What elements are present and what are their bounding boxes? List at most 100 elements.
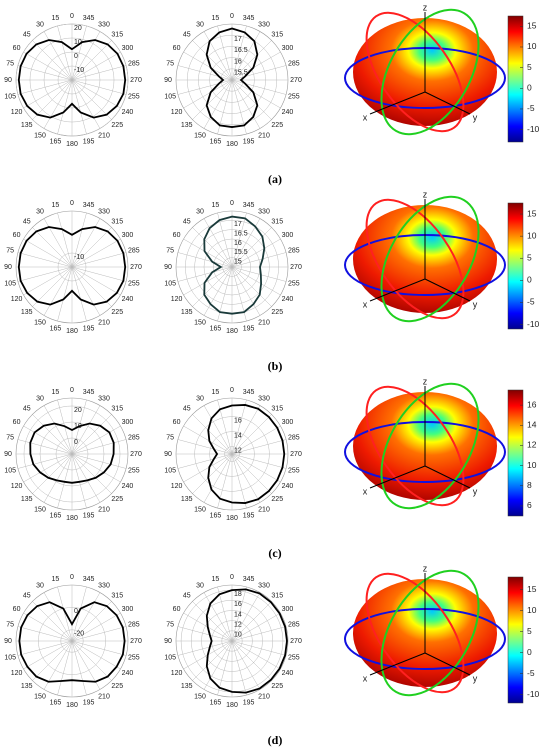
angle-tick-label: 135 bbox=[21, 122, 33, 129]
pattern-line bbox=[17, 226, 127, 306]
angle-tick-label: 330 bbox=[98, 21, 110, 28]
radial-tick-label: -10 bbox=[74, 254, 84, 261]
spoke bbox=[183, 453, 233, 483]
angle-tick-label: 105 bbox=[164, 467, 176, 474]
radial-grid bbox=[191, 600, 273, 682]
angle-tick-label: 225 bbox=[111, 122, 123, 129]
spoke bbox=[203, 640, 233, 690]
angle-tick-label: 165 bbox=[210, 326, 222, 333]
angle-tick-label: 135 bbox=[181, 683, 193, 690]
spoke bbox=[57, 266, 73, 322]
radial-tick-label: 16.5 bbox=[234, 231, 248, 238]
angle-tick-label: 165 bbox=[210, 700, 222, 707]
spoke bbox=[177, 439, 233, 455]
radial-tick-label: 0 bbox=[74, 53, 78, 60]
angle-tick-label: 120 bbox=[11, 296, 23, 303]
radial-grid bbox=[194, 229, 270, 305]
angle-tick-label: 15 bbox=[212, 15, 220, 22]
angle-tick-label: 120 bbox=[11, 670, 23, 677]
angle-tick-label: 30 bbox=[36, 208, 44, 215]
spoke bbox=[23, 612, 73, 642]
angle-tick-label: 60 bbox=[13, 232, 21, 239]
spoke bbox=[177, 79, 233, 95]
spoke bbox=[231, 626, 287, 642]
spoke bbox=[231, 453, 287, 469]
angle-tick-label: 195 bbox=[243, 513, 255, 520]
radial-grid bbox=[220, 68, 244, 92]
angle-tick-label: 345 bbox=[83, 202, 95, 209]
angle-tick-label: 300 bbox=[282, 45, 294, 52]
angle-tick-label: 330 bbox=[258, 21, 270, 28]
radial-grid bbox=[209, 57, 255, 103]
spoke bbox=[71, 640, 127, 656]
spoke bbox=[203, 453, 233, 503]
spoke bbox=[231, 79, 272, 120]
angle-tick-label: 105 bbox=[4, 93, 16, 100]
ring-red bbox=[365, 198, 465, 320]
angle-tick-label: 150 bbox=[34, 506, 46, 513]
spoke bbox=[57, 640, 73, 696]
spoke bbox=[71, 453, 112, 494]
angle-tick-label: 150 bbox=[194, 506, 206, 513]
angle-tick-label: 240 bbox=[122, 109, 134, 116]
angle-tick-label: 330 bbox=[98, 395, 110, 402]
spoke bbox=[17, 640, 73, 656]
pattern-line bbox=[203, 215, 266, 315]
radial-grid bbox=[209, 431, 255, 477]
axis-y bbox=[424, 465, 471, 489]
spoke bbox=[231, 453, 261, 503]
spoke bbox=[23, 266, 73, 296]
colorbar-tick-label: 16 bbox=[527, 399, 537, 409]
spoke bbox=[32, 266, 73, 307]
radial-tick-label: 14 bbox=[234, 611, 242, 618]
angle-tick-label: 225 bbox=[271, 122, 283, 129]
spoke bbox=[71, 266, 121, 296]
spoke bbox=[177, 65, 233, 81]
spoke bbox=[71, 453, 101, 503]
angle-tick-label: 180 bbox=[66, 515, 78, 522]
axis-y bbox=[424, 652, 471, 676]
spoke bbox=[71, 238, 121, 268]
spoke bbox=[57, 212, 73, 268]
colorbar-tick-label: -5 bbox=[527, 668, 535, 678]
angle-tick-label: 30 bbox=[196, 582, 204, 589]
angle-tick-label: 270 bbox=[290, 638, 302, 645]
angle-tick-label: 45 bbox=[183, 219, 191, 226]
spoke bbox=[71, 439, 127, 455]
axis-label: y bbox=[473, 486, 478, 496]
axis-x bbox=[369, 278, 426, 302]
spoke bbox=[192, 601, 233, 642]
colorbar-tick-label: -10 bbox=[527, 689, 540, 699]
spoke bbox=[231, 453, 281, 483]
angle-tick-label: 225 bbox=[271, 496, 283, 503]
angle-tick-label: 15 bbox=[52, 202, 60, 209]
radial-grid bbox=[213, 248, 251, 286]
angle-tick-label: 285 bbox=[128, 60, 140, 67]
angle-tick-label: 150 bbox=[34, 132, 46, 139]
angle-tick-label: 75 bbox=[6, 621, 14, 628]
angle-tick-label: 240 bbox=[282, 296, 294, 303]
radial-tick-label: 10 bbox=[74, 39, 82, 46]
spoke bbox=[23, 238, 73, 268]
angle-tick-label: 150 bbox=[194, 132, 206, 139]
angle-tick-label: 45 bbox=[183, 593, 191, 600]
angle-tick-label: 345 bbox=[243, 202, 255, 209]
radial-tick-label: 17 bbox=[234, 36, 242, 43]
ring-green bbox=[380, 569, 480, 697]
ring-green bbox=[380, 195, 480, 323]
spoke bbox=[231, 425, 281, 455]
spoke bbox=[231, 25, 247, 81]
angle-tick-label: 180 bbox=[66, 141, 78, 148]
axis-y bbox=[424, 91, 471, 115]
angle-tick-label: 315 bbox=[271, 219, 283, 226]
spoke bbox=[203, 592, 233, 642]
spoke bbox=[17, 626, 73, 642]
angle-tick-label: 255 bbox=[128, 93, 140, 100]
radial-tick-label: -20 bbox=[74, 631, 84, 638]
colorbar-tick-label: -5 bbox=[527, 103, 535, 113]
angle-tick-label: 270 bbox=[130, 451, 142, 458]
angle-tick-label: 180 bbox=[66, 702, 78, 709]
colorbar-tick-label: -5 bbox=[527, 297, 535, 307]
pattern-line bbox=[29, 422, 115, 484]
angle-tick-label: 135 bbox=[181, 309, 193, 316]
